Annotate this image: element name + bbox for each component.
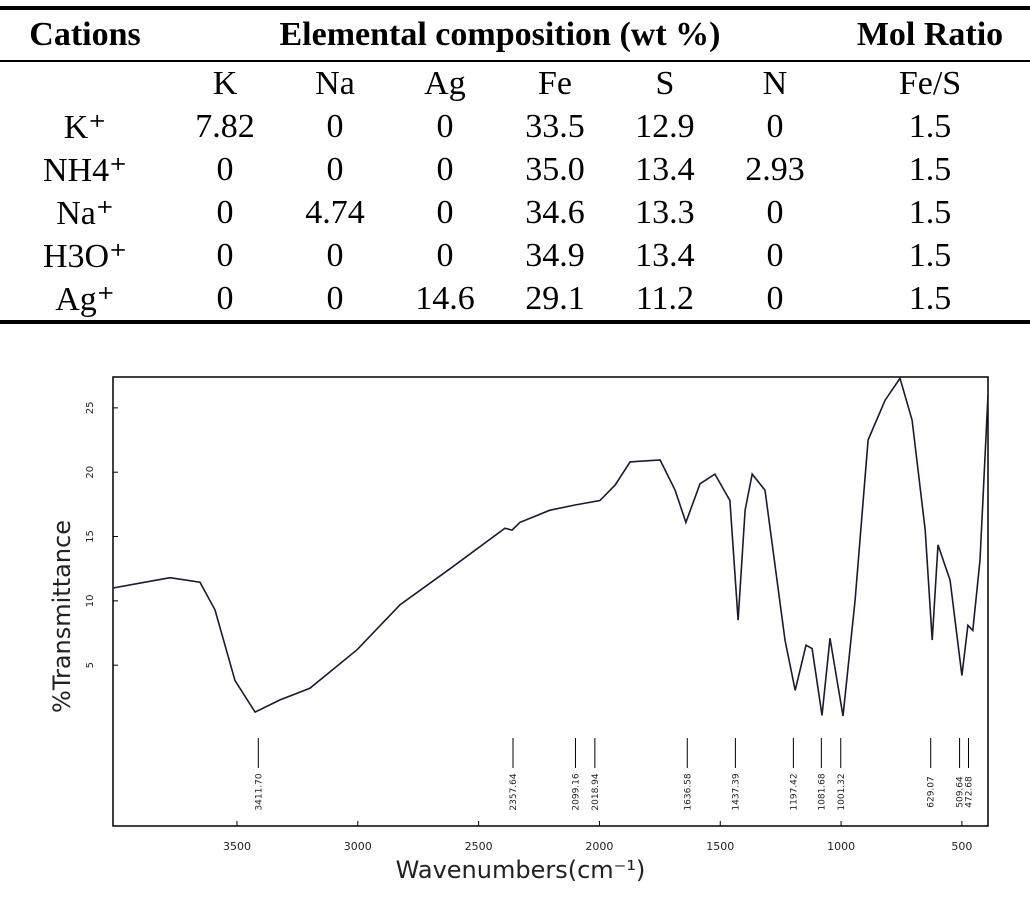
cell: 35.0 [525,150,585,188]
plot-frame [112,376,989,827]
peak-label: 472.68 [965,776,975,808]
cell: 2.93 [745,150,805,188]
peak-label: 1197.42 [789,773,799,810]
cell: K⁺ [63,108,107,146]
cell: 34.9 [525,236,585,274]
cell: 1.5 [908,107,952,145]
y-tick-label: 25 [85,402,96,415]
y-axis-label: %Transmittance [48,520,76,713]
cell: H3O⁺ [42,237,128,275]
header-row: Cations Elemental composition (wt %) Mol… [0,8,1030,62]
header-cell: Elemental composition (wt %) [170,8,830,62]
row: Na⁺ 0 4.74 0 34.6 13.3 0 1.5 [0,191,1030,234]
cell: 13.3 [635,193,695,231]
cell: 0 [436,107,454,145]
cell: 34.6 [525,193,585,231]
cell: 0 [766,279,784,317]
subheader-cell: Fe [537,64,572,102]
y-tick-label: 10 [85,594,96,607]
row: H3O⁺ 0 0 0 34.9 13.4 0 1.5 [0,234,1030,277]
row: Ag⁺ 0 0 14.6 29.1 11.2 0 1.5 [0,277,1030,322]
peak-label: 629.07 [927,776,937,808]
cell: 14.6 [415,279,475,317]
peak-label: 2018.94 [591,773,601,810]
y-tick-label: 20 [85,466,96,479]
x-tick-label: 1000 [827,840,855,853]
peak-label: 2099.16 [571,773,581,810]
cell: NH4⁺ [42,151,128,189]
cell: 13.4 [635,150,695,188]
cell [0,61,170,105]
cell: 0 [216,150,234,188]
x-tick-label: 3500 [223,840,251,853]
y-tick-label: 15 [85,530,96,543]
cell: 0 [216,279,234,317]
cell: 0 [216,193,234,231]
spectrum-line [112,376,989,717]
peak-label: 3411.70 [254,773,264,810]
peak-label: 1001.32 [837,773,847,810]
cell: 33.5 [525,107,585,145]
x-tick-label: 1500 [706,840,734,853]
subheader-cell: S [655,64,675,102]
peak-label: 1081.68 [817,773,827,810]
subheader-cell: Na [315,64,355,102]
chart: 5 10 15 20 25 3500 3000 2500 2000 1500 1000 500 Wave… [48,376,989,884]
subheader-cell: N [762,64,788,102]
x-tick-label: 2500 [465,840,493,853]
cell: Ag⁺ [55,280,115,318]
row: NH4⁺ 0 0 0 35.0 13.4 2.93 1.5 [0,148,1030,191]
cell: 13.4 [635,236,695,274]
cell: 1.5 [908,150,952,188]
x-axis-label: Wavenumbers(cm⁻¹) [396,856,646,884]
subheader-cell: Ag [424,64,466,102]
cell: 0 [326,107,344,145]
cell: 0 [326,279,344,317]
cell: 1.5 [908,193,952,231]
cell: 11.2 [635,279,695,317]
cell: 0 [766,107,784,145]
cell: 0 [436,236,454,274]
row: K⁺ 7.82 0 0 33.5 12.9 0 1.5 [0,105,1030,148]
x-tick-label: 500 [951,840,972,853]
cell: 0 [326,150,344,188]
composition-table: Cations Elemental composition (wt %) Mol… [0,6,1030,324]
cell: 0 [436,193,454,231]
cell: Na⁺ [56,194,114,232]
peak-label: 1437.39 [731,773,741,810]
cell: 1.5 [908,236,952,274]
cell: 0 [436,150,454,188]
cell: 0 [326,236,344,274]
cell: 0 [766,193,784,231]
cell: 0 [216,236,234,274]
cell: 12.9 [635,107,695,145]
y-tick-label: 5 [85,662,96,668]
cell: 4.74 [305,193,365,231]
cell: 29.1 [525,279,585,317]
x-tick-label: 2000 [585,840,613,853]
peak-label: 1636.58 [683,773,693,810]
peak-label: 509.64 [956,776,966,808]
cell: 1.5 [908,279,952,317]
header-cell: Cations [0,8,170,62]
subheader-row: K Na Ag Fe S N Fe/S [0,61,1030,105]
cell: 7.82 [195,107,255,145]
peak-label: 2357.64 [509,773,519,810]
subheader-cell: K [212,64,238,102]
x-tick-label: 3000 [344,840,372,853]
cell: 0 [766,236,784,274]
subheader-cell: Fe/S [898,64,962,102]
header-cell: Mol Ratio [830,8,1030,62]
